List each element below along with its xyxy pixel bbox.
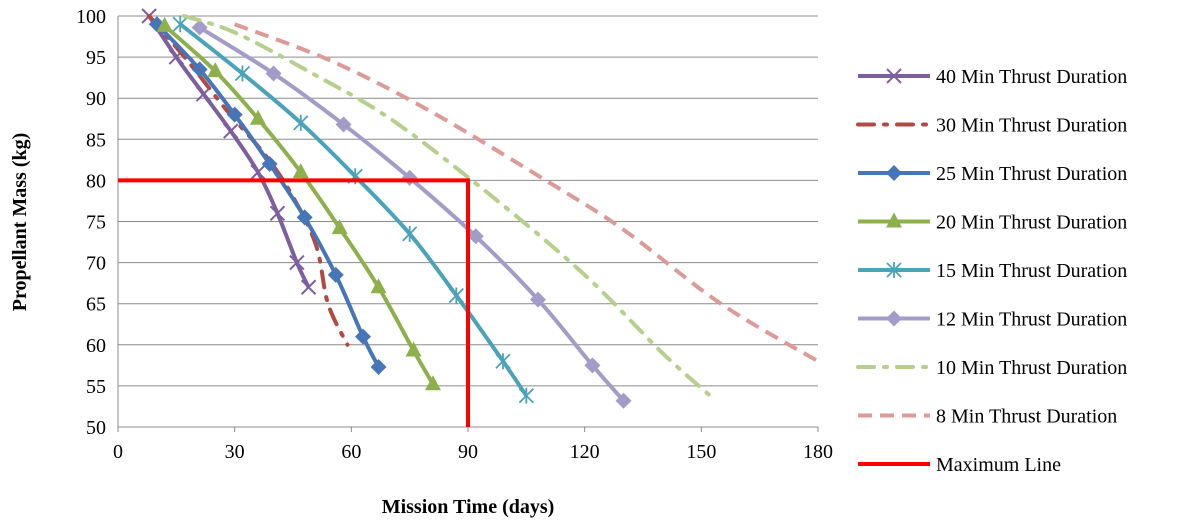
marker-x (250, 164, 266, 180)
x-tick-label: 150 (686, 441, 716, 463)
series-layer (118, 8, 820, 427)
marker-triangle (331, 219, 348, 235)
series-3 (156, 16, 441, 391)
marker-x (300, 279, 317, 295)
marker-triangle (886, 212, 902, 228)
marker-x (223, 123, 239, 139)
marker-diamond (335, 116, 352, 133)
series-2 (148, 16, 387, 375)
y-tick-label: 70 (86, 253, 106, 275)
legend-label: Maximum Line (936, 454, 1061, 476)
y-tick-label: 90 (86, 88, 106, 110)
x-tick-label: 60 (341, 441, 361, 463)
marker-x (269, 205, 286, 221)
series-line (147, 14, 350, 347)
legend-item: 10 Min Thrust Duration (856, 357, 1127, 379)
marker-triangle (405, 341, 422, 357)
legend-item: Maximum Line (858, 454, 1061, 476)
marker-asterisk (234, 65, 251, 82)
marker-diamond (886, 165, 902, 181)
marker-triangle (207, 62, 224, 78)
series-6 (182, 14, 715, 401)
series-line (178, 22, 528, 397)
marker-asterisk (402, 225, 418, 242)
marker-asterisk (293, 114, 309, 131)
y-tick-label: 100 (76, 6, 106, 28)
y-axis-title: Propellant Mass (kg) (9, 133, 31, 312)
x-axis-title: Mission Time (days) (382, 496, 555, 518)
legend-item: 20 Min Thrust Duration (858, 212, 1127, 234)
y-tick-label: 80 (86, 170, 106, 192)
marker-asterisk (886, 262, 902, 278)
tick-labels: 50 55 60 65 70 75 80 85 90 95 100 0 30 60 90 120 150 180 (76, 6, 833, 463)
marker-asterisk (172, 16, 188, 33)
y-tick-label: 75 (86, 212, 106, 234)
legend-label: 10 Min Thrust Duration (936, 357, 1127, 379)
marker-diamond (615, 392, 632, 409)
series-line (198, 25, 626, 403)
marker-triangle (292, 163, 309, 179)
series-8 (118, 178, 470, 427)
x-tick-label: 0 (113, 441, 123, 463)
series-line (182, 14, 715, 401)
marker-diamond (355, 328, 371, 345)
y-tick-label: 50 (86, 417, 106, 439)
marker-diamond (296, 209, 313, 226)
legend: 40 Min Thrust Duration 30 Min Thrust Dura… (856, 66, 1127, 476)
series-4 (172, 16, 534, 404)
y-tick-label: 55 (86, 376, 106, 398)
legend-item: 12 Min Thrust Duration (858, 309, 1127, 331)
marker-diamond (584, 357, 601, 374)
marker-diamond (191, 19, 208, 36)
marker-diamond (191, 61, 208, 78)
series-0 (141, 8, 317, 295)
legend-label: 30 Min Thrust Duration (936, 115, 1127, 137)
marker-diamond (886, 310, 902, 327)
marker-diamond (265, 65, 282, 82)
x-tick-label: 120 (570, 441, 600, 463)
legend-label: 8 Min Thrust Duration (936, 406, 1117, 428)
legend-item: 15 Min Thrust Duration (858, 260, 1127, 282)
marker-diamond (530, 291, 546, 308)
marker-diamond (261, 155, 278, 172)
legend-item: 25 Min Thrust Duration (858, 163, 1127, 185)
y-tick-label: 60 (86, 335, 106, 357)
x-tick-label: 30 (225, 441, 245, 463)
y-tick-label: 85 (86, 129, 106, 151)
legend-item: 30 Min Thrust Duration (856, 115, 1127, 137)
marker-triangle (370, 278, 387, 294)
legend-label: 40 Min Thrust Duration (936, 66, 1127, 88)
x-tick-label: 90 (458, 441, 478, 463)
marker-x (289, 254, 305, 271)
series-line (118, 178, 470, 427)
marker-triangle (250, 109, 266, 125)
legend-item: 8 Min Thrust Duration (858, 406, 1117, 428)
marker-diamond (467, 228, 484, 245)
series-line (233, 22, 820, 363)
series-7 (233, 22, 820, 363)
marker-diamond (226, 106, 243, 123)
marker-diamond (148, 16, 165, 33)
marker-diamond (327, 266, 344, 283)
marker-triangle (425, 375, 441, 391)
marker-asterisk (518, 387, 534, 404)
x-tick-label: 180 (803, 441, 833, 463)
legend-label: 15 Min Thrust Duration (936, 260, 1127, 282)
legend-label: 20 Min Thrust Duration (936, 212, 1127, 234)
marker-asterisk (495, 353, 511, 370)
marker-x (886, 68, 902, 84)
y-tick-label: 65 (86, 294, 106, 316)
legend-item: 40 Min Thrust Duration (858, 66, 1127, 88)
y-tick-label: 95 (86, 47, 106, 69)
series-1 (147, 14, 350, 347)
marker-diamond (370, 358, 387, 375)
marker-triangle (156, 16, 173, 32)
legend-label: 12 Min Thrust Duration (936, 309, 1127, 331)
legend-label: 25 Min Thrust Duration (936, 163, 1127, 185)
marker-asterisk (448, 287, 464, 304)
